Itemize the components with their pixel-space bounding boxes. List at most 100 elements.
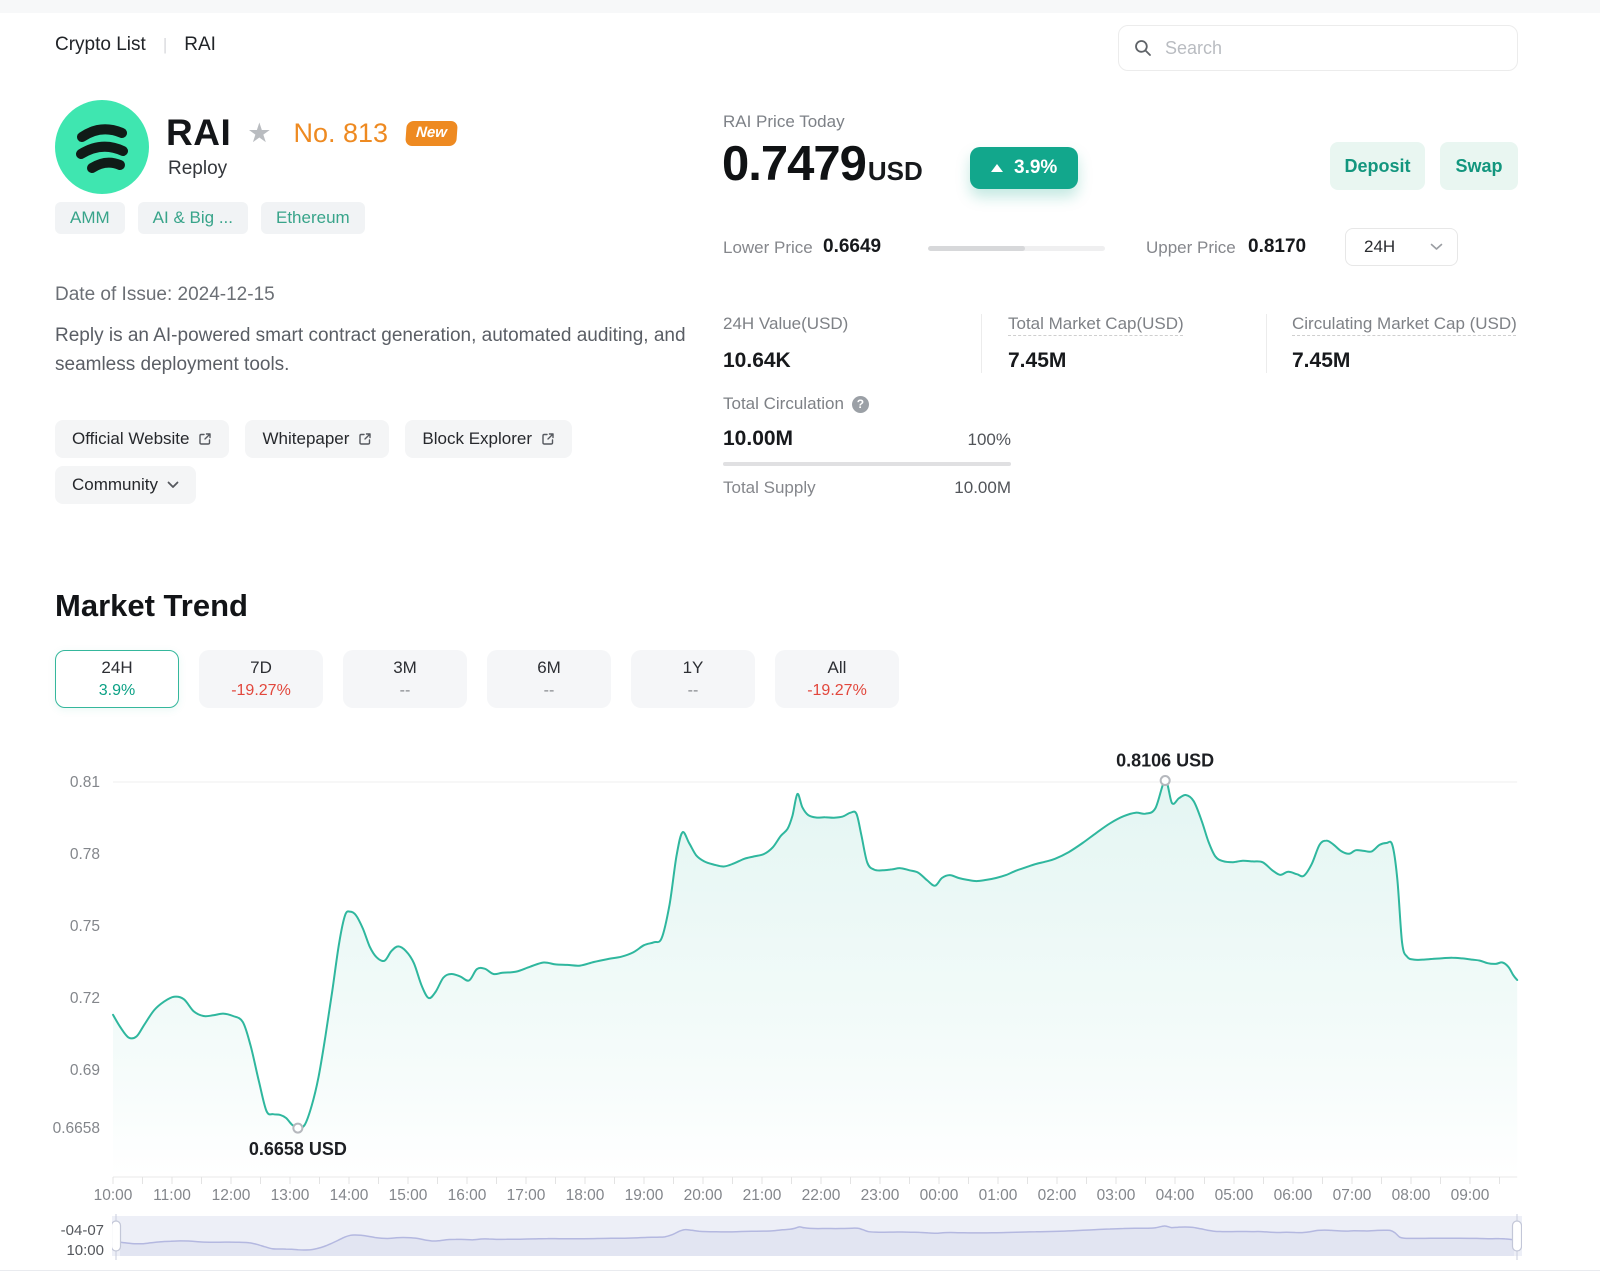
max-price-marker [1159,775,1171,787]
minimap-left-handle[interactable] [110,1220,122,1252]
trend-tabs: 24H 3.9% 7D -19.27% 3M -- 6M -- 1Y -- All -19.27% [55,650,899,708]
community-row: Community [55,466,196,504]
minimap-start-time: 10:00 [66,1242,104,1259]
price-change-value: 3.9% [1014,157,1058,178]
total-supply-label: Total Supply [723,478,816,497]
token-logo [55,100,149,194]
token-rank: No. 813 [293,117,389,148]
stat-value: 10.64K [723,349,791,372]
x-axis-label: 14:00 [330,1187,369,1204]
trend-tab-change: -19.27% [231,682,291,699]
minimap[interactable] [110,1214,1523,1260]
new-badge: New [405,120,458,146]
official-website-label: Official Website [72,429,190,448]
minimap-svg[interactable] [110,1214,1523,1260]
trend-tab-all[interactable]: All -19.27% [775,650,899,708]
x-axis-label: 22:00 [802,1187,841,1204]
token-name: Reploy [168,158,228,179]
trend-tab-change: -19.27% [807,682,867,699]
price-range-fill [928,246,1026,251]
breadcrumb-current: RAI [184,34,216,55]
breadcrumb: Crypto List | RAI [55,34,216,56]
y-axis-label: 0.72 [70,990,100,1007]
minimap-area [120,1225,1514,1256]
external-link-icon [199,433,212,445]
trend-tab-7d[interactable]: 7D -19.27% [199,650,323,708]
trend-tab-label: 6M [537,658,561,677]
help-icon[interactable]: ? [851,395,869,413]
x-axis-label: 01:00 [979,1187,1018,1204]
x-axis-label: 07:00 [1333,1187,1372,1204]
x-axis-label: 21:00 [743,1187,782,1204]
price-change-badge: 3.9% [970,147,1079,189]
minimap-right-handle[interactable] [1511,1220,1523,1252]
y-axis-label: 0.6658 [53,1120,100,1137]
trend-tab-label: 7D [250,658,272,677]
minimap-start-label: -04-07 10:00 [24,1221,104,1261]
deposit-button[interactable]: Deposit [1330,142,1425,190]
period-select[interactable]: 24H [1345,228,1458,266]
official-website-button[interactable]: Official Website [55,420,230,458]
stat-value: 7.45M [1008,349,1067,372]
search-box[interactable] [1118,25,1518,71]
x-axis-label: 15:00 [389,1187,428,1204]
external-link-icon [542,433,554,445]
x-axis-label: 04:00 [1156,1187,1195,1204]
price-area [113,780,1518,1177]
stat-circulating-market-cap-usd: Circulating Market Cap (USD) 7.45M [1266,314,1523,373]
external-links: Official Website Whitepaper Block Explorer [55,420,573,458]
whitepaper-button[interactable]: Whitepaper [245,420,390,458]
search-icon [1135,40,1151,56]
trend-tab-label: 24H [101,658,133,677]
search-input[interactable] [1163,36,1502,60]
max-price-label: 0.8106 USD [1116,752,1214,771]
x-axis-label: 02:00 [1038,1187,1077,1204]
community-button[interactable]: Community [55,466,196,504]
tag-ethereum[interactable]: Ethereum [260,202,365,234]
token-symbol: RAI [166,112,232,153]
circulation-block: Total Circulation ? 10.00M 100% Total Su… [723,394,1011,498]
tag-amm[interactable]: AMM [55,202,125,234]
x-axis-label: 00:00 [920,1187,959,1204]
stat-24h-value-usd: 24H Value(USD) 10.64K [723,314,981,373]
block-explorer-label: Block Explorer [422,429,533,448]
favorite-star-icon[interactable]: ★ [247,117,272,148]
circulation-bar-fill [723,462,1011,466]
breadcrumb-root[interactable]: Crypto List [55,34,146,55]
stat-total-market-cap-usd: Total Market Cap(USD) 7.45M [981,314,1266,373]
trend-tab-3m[interactable]: 3M -- [343,650,467,708]
total-supply-value: 10.00M [954,478,1011,497]
y-axis-label: 0.69 [70,1062,100,1079]
x-axis-label: 11:00 [153,1187,191,1204]
price-value: 0.7479 [722,137,867,191]
x-axis-label: 12:00 [212,1187,251,1204]
market-chart: 0.81 0.78 0.75 0.72 0.69 0.6658 10:00 11:00 12:0… [30,752,1560,1212]
trend-tab-24h[interactable]: 24H 3.9% [55,650,179,708]
period-select-value: 24H [1364,237,1396,256]
minimap-start-date: -04-07 [60,1222,104,1239]
stat-label: 24H Value(USD) [723,314,849,333]
swap-button[interactable]: Swap [1440,142,1518,190]
trend-tab-change: -- [543,682,555,699]
block-explorer-button[interactable]: Block Explorer [405,420,573,458]
price-currency: USD [867,156,923,186]
x-axis-label: 03:00 [1097,1187,1136,1204]
x-axis-label: 19:00 [625,1187,664,1204]
trend-tab-label: 3M [393,658,417,677]
x-axis-label: 20:00 [684,1187,723,1204]
total-circulation-label: Total Circulation [723,394,844,413]
x-axis-label: 16:00 [448,1187,487,1204]
trend-tab-1y[interactable]: 1Y -- [631,650,755,708]
chevron-down-icon [1430,243,1443,250]
stat-label: Circulating Market Cap (USD) [1292,314,1517,333]
whitepaper-label: Whitepaper [262,429,350,448]
x-axis-label: 10:00 [94,1187,133,1204]
token-tags: AMM AI & Big ... Ethereum [55,202,365,234]
trend-tab-label: 1Y [682,658,704,677]
tag-ai-big[interactable]: AI & Big ... [137,202,248,234]
x-axis-label: 05:00 [1215,1187,1254,1204]
y-axis-label: 0.78 [70,846,100,863]
breadcrumb-divider: | [162,35,168,54]
trend-tab-6m[interactable]: 6M -- [487,650,611,708]
